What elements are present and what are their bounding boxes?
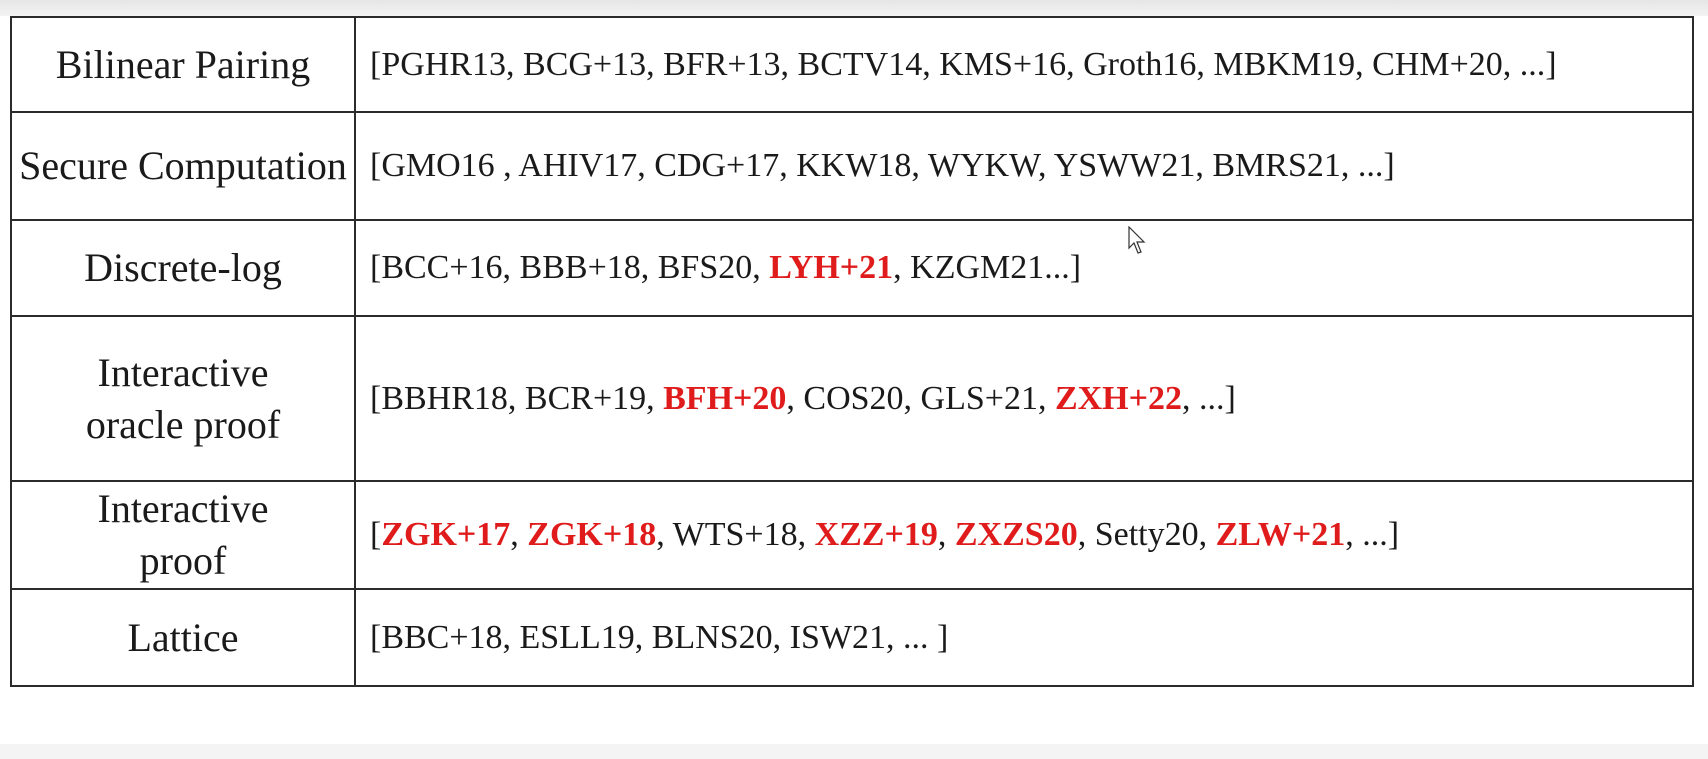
ref-span: [BCC+16, BBB+18, BFS20, (370, 249, 770, 286)
highlighted-ref: ZLW+21 (1215, 516, 1346, 553)
row-refs: [BCC+16, BBB+18, BFS20, LYH+21, KZGM21..… (354, 219, 1694, 317)
highlighted-ref: ZGK+18 (527, 516, 657, 553)
top-bar (0, 0, 1708, 16)
table-row: Interactive oracle proof [BBHR18, BCR+19… (10, 315, 1694, 482)
ref-span: , (937, 516, 955, 553)
row-label: Interactive oracle proof (10, 315, 356, 482)
highlighted-ref: BFH+20 (663, 379, 787, 417)
ref-span: [GMO16 , AHIV17, CDG+17, KKW18, WYKW, YS… (370, 147, 1395, 184)
table-row: Lattice [BBC+18, ESLL19, BLNS20, ISW21, … (10, 588, 1694, 687)
table-row: Discrete-log [BCC+16, BBB+18, BFS20, LYH… (10, 219, 1694, 317)
ref-span: [BBHR18, BCR+19, (370, 379, 664, 417)
row-label: Secure Computation (10, 111, 356, 221)
row-refs: [GMO16 , AHIV17, CDG+17, KKW18, WYKW, YS… (354, 111, 1694, 221)
table-row: Interactive proof [ZGK+17, ZGK+18, WTS+1… (10, 480, 1694, 590)
row-refs: [BBHR18, BCR+19, BFH+20, COS20, GLS+21, … (354, 315, 1694, 482)
ref-span: , WTS+18, (656, 516, 815, 553)
mouse-pointer-icon (1128, 226, 1146, 254)
ref-span: , ...] (1182, 379, 1236, 417)
highlighted-ref: XZZ+19 (814, 516, 938, 553)
row-label: Interactive proof (10, 480, 356, 590)
ref-span: , (510, 516, 528, 553)
highlighted-ref: ZGK+17 (381, 516, 511, 553)
row-refs: [ZGK+17, ZGK+18, WTS+18, XZZ+19, ZXZS20,… (354, 480, 1694, 590)
ref-span: , ...] (1345, 516, 1400, 553)
row-refs: [PGHR13, BCG+13, BFR+13, BCTV14, KMS+16,… (354, 16, 1694, 113)
ref-span: , KZGM21...] (893, 249, 1082, 286)
row-label: Bilinear Pairing (10, 16, 356, 113)
row-label: Lattice (10, 588, 356, 687)
ref-span: [PGHR13, BCG+13, BFR+13, BCTV14, KMS+16,… (370, 45, 1557, 83)
ref-span: , Setty20, (1077, 516, 1216, 553)
table-row: Bilinear Pairing [PGHR13, BCG+13, BFR+13… (10, 16, 1694, 113)
ref-span: [ (370, 516, 382, 553)
table-row: Secure Computation [GMO16 , AHIV17, CDG+… (10, 111, 1694, 221)
ref-span: , COS20, GLS+21, (786, 379, 1055, 417)
highlighted-ref: LYH+21 (769, 249, 894, 286)
highlighted-ref: ZXZS20 (954, 516, 1078, 553)
ref-span: [BBC+18, ESLL19, BLNS20, ISW21, ... ] (370, 618, 949, 656)
row-refs: [BBC+18, ESLL19, BLNS20, ISW21, ... ] (354, 588, 1694, 687)
techniques-table: Bilinear Pairing [PGHR13, BCG+13, BFR+13… (10, 16, 1694, 687)
highlighted-ref: ZXH+22 (1054, 379, 1183, 417)
bottom-margin (0, 744, 1708, 759)
row-label: Discrete-log (10, 219, 356, 317)
